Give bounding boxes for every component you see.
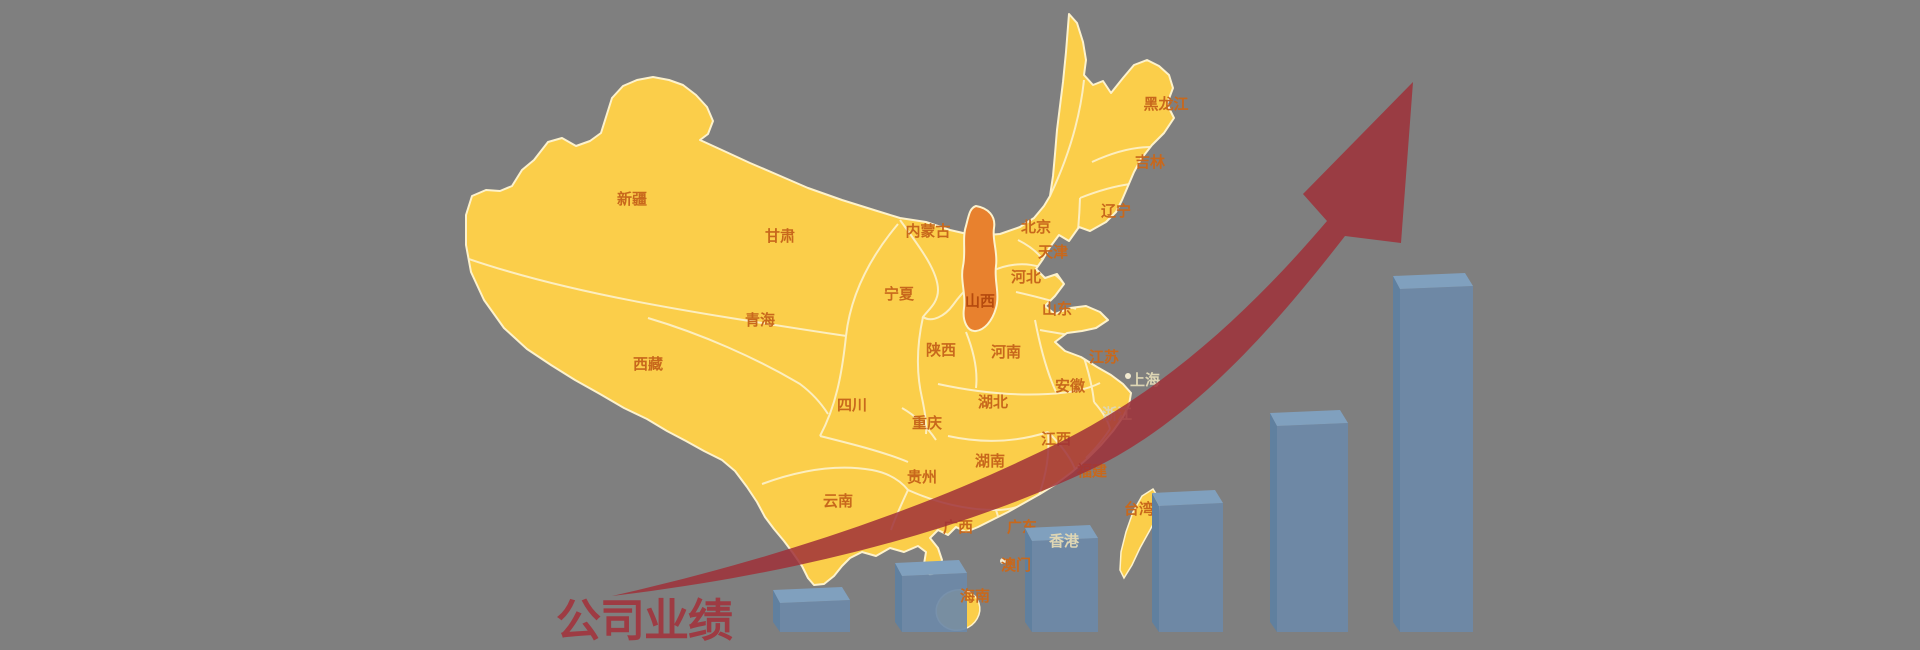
province-label: 辽宁 [1101, 202, 1131, 220]
province-label: 黑龙江 [1143, 95, 1188, 113]
province-label: 四川 [837, 397, 867, 414]
province-label: 湖北 [978, 394, 1008, 411]
province-label: 新疆 [617, 190, 647, 208]
bar-4 [1152, 490, 1223, 632]
province-label: 贵州 [907, 468, 937, 486]
bar-3 [1025, 525, 1098, 632]
china-map-shape [465, 13, 1175, 586]
province-label: 宁夏 [884, 285, 915, 303]
rising-arrow [612, 82, 1413, 596]
province-label: 安徽 [1055, 377, 1086, 395]
province-label: 香港 [1049, 532, 1080, 550]
bar-1 [773, 587, 850, 632]
bar-6 [1393, 273, 1473, 632]
province-label: 内蒙古 [905, 222, 950, 240]
bar-2 [895, 560, 967, 632]
province-label: 甘肃 [765, 227, 795, 245]
province-label: 海南 [960, 587, 990, 605]
performance-bars [773, 273, 1473, 632]
province-label: 河北 [1011, 268, 1041, 286]
province-label: 天津 [1038, 243, 1068, 261]
province-label: 青海 [745, 311, 775, 329]
bar-5 [1270, 410, 1348, 632]
province-label: 重庆 [912, 414, 942, 432]
province-label: 山东 [1042, 300, 1072, 318]
province-label: 云南 [823, 492, 853, 510]
province-label: 陕西 [926, 341, 956, 359]
province-label: 湖南 [975, 452, 1005, 470]
highlighted-province-shanxi [961, 204, 999, 333]
shanghai-dot [1125, 373, 1131, 379]
province-label: 台湾 [1124, 500, 1154, 518]
macau-dot [1000, 558, 1006, 564]
province-label: 吉林 [1135, 153, 1166, 171]
province-label: 西藏 [633, 355, 663, 373]
province-label: 山西 [965, 293, 995, 310]
province-label: 河南 [991, 343, 1021, 361]
province-label: 北京 [1021, 218, 1051, 236]
province-label: 上海 [1130, 371, 1160, 389]
province-label: 澳门 [1001, 556, 1031, 574]
province-label: 江苏 [1089, 348, 1119, 366]
chart-title: 公司业绩 [556, 595, 733, 646]
